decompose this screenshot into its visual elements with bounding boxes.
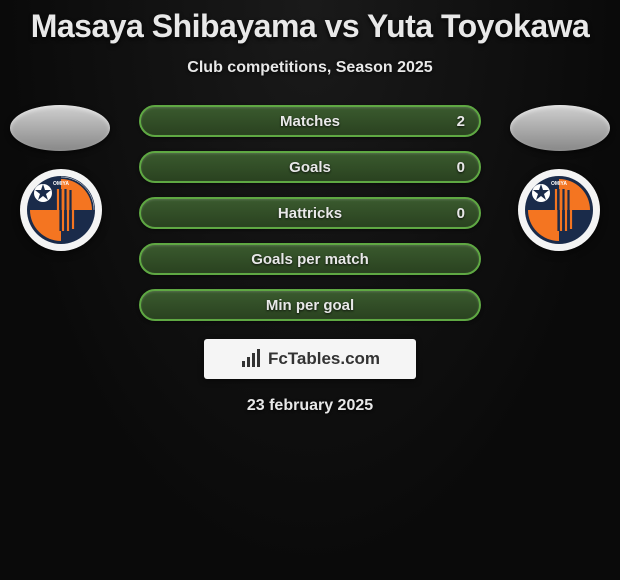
- stat-label: Hattricks: [278, 205, 342, 222]
- stat-row-matches: Matches 2: [139, 105, 481, 137]
- club-logo-left: OMIYA: [20, 169, 102, 251]
- club-logo-right: OMIYA: [518, 169, 600, 251]
- subtitle: Club competitions, Season 2025: [0, 59, 620, 77]
- club-name-text: OMIYA: [53, 181, 69, 187]
- stat-row-hattricks: Hattricks 0: [139, 197, 481, 229]
- date: 23 february 2025: [0, 397, 620, 415]
- stat-value: 0: [457, 205, 465, 222]
- watermark: FcTables.com: [204, 339, 416, 379]
- club-crest-icon: OMIYA: [524, 175, 594, 245]
- stat-label: Matches: [280, 113, 340, 130]
- stat-label: Goals: [289, 159, 331, 176]
- chart-icon: [240, 349, 262, 369]
- stat-row-goals-per-match: Goals per match: [139, 243, 481, 275]
- stat-value: 2: [457, 113, 465, 130]
- club-crest-icon: OMIYA: [26, 175, 96, 245]
- stats-list: Matches 2 Goals 0 Hattricks 0 Goals per …: [139, 105, 481, 321]
- watermark-text: FcTables.com: [268, 349, 380, 369]
- player-left-badge: [10, 105, 110, 151]
- page-title: Masaya Shibayama vs Yuta Toyokawa: [0, 0, 620, 45]
- stat-row-min-per-goal: Min per goal: [139, 289, 481, 321]
- player-right-badge: [510, 105, 610, 151]
- stat-value: 0: [457, 159, 465, 176]
- stat-row-goals: Goals 0: [139, 151, 481, 183]
- stat-label: Goals per match: [251, 251, 369, 268]
- club-name-text: OMIYA: [551, 181, 567, 187]
- comparison-content: OMIYA OMIYA Matches 2: [0, 105, 620, 415]
- stat-label: Min per goal: [266, 297, 354, 314]
